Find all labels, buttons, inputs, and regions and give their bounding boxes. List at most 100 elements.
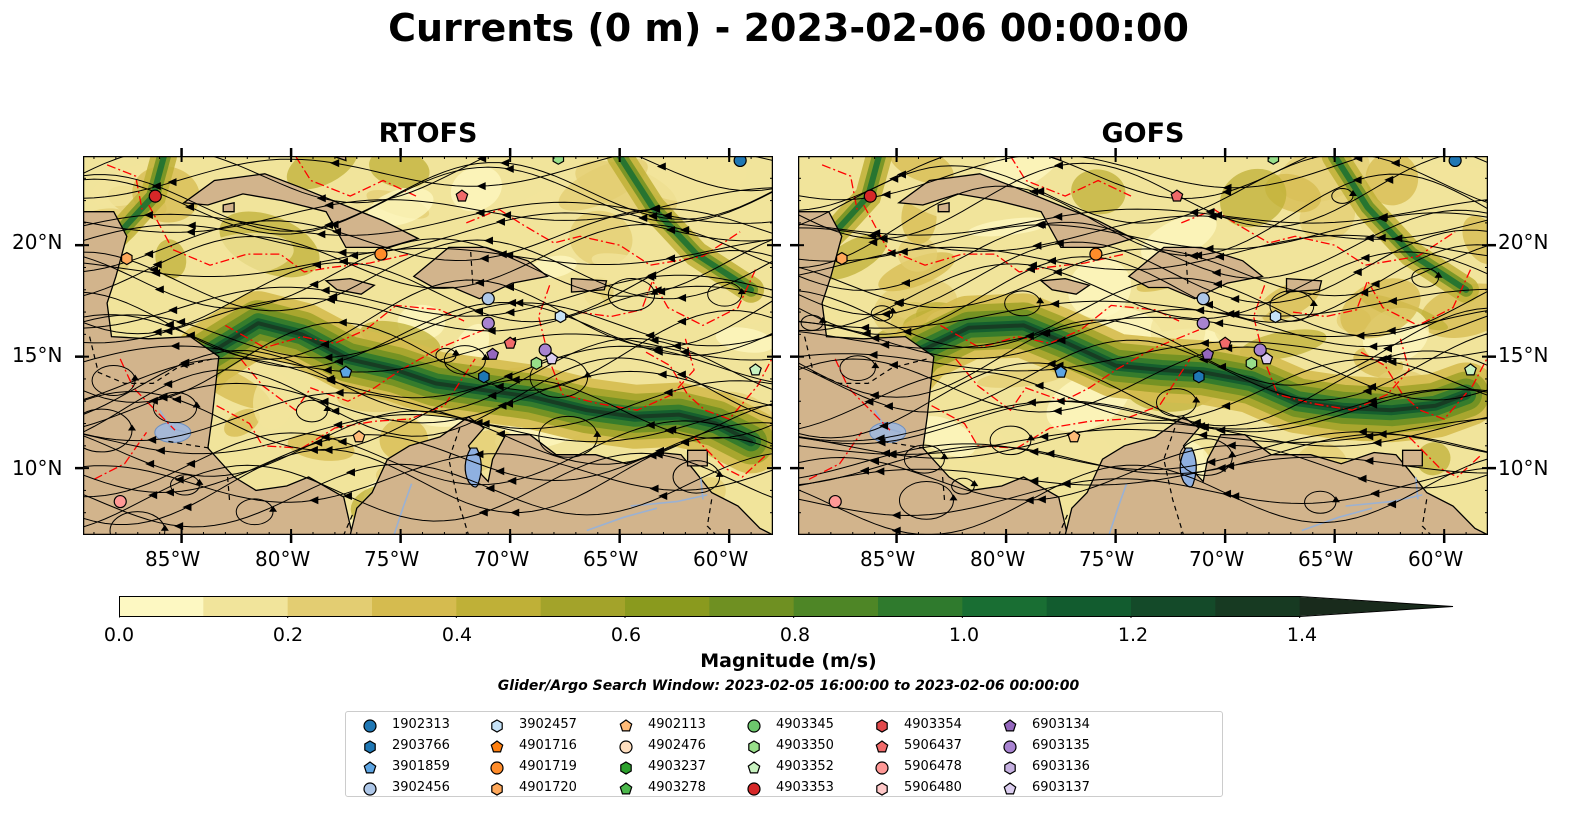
eddy-streamline [435,347,457,363]
legend-marker [747,782,761,796]
streamline-arrow [1036,220,1046,229]
streamline-arrow [1228,451,1237,458]
legend-marker [747,719,761,733]
streamline-arrow [1230,310,1240,319]
eez-boundary [216,358,476,449]
streamline-arrow [478,508,488,517]
streamline [798,229,1488,316]
pentagon-marker-icon [1003,782,1017,795]
lon-tick-label: 65°W [583,547,639,571]
legend-label: 4903345 [776,717,834,732]
legend-marker [748,740,760,754]
streamline-arrow [510,375,520,384]
lon-tick-label: 80°W [255,547,311,571]
float-marker [1260,352,1274,365]
streamline-arrow [151,182,161,191]
legend-marker [490,761,504,775]
streamline-arrow [505,283,515,292]
streamline-arrow [645,421,655,430]
legend-label: 6903136 [1032,759,1090,774]
float-marker [554,309,567,324]
streamline-arrow [319,340,329,349]
streamline-arrow [495,429,505,438]
streamline-arrow [1052,268,1062,277]
eez-boundary [294,156,417,197]
streamline-arrow [1192,396,1201,403]
streamline-arrow [483,236,493,245]
float-marker [538,343,552,357]
streamline [798,199,1488,236]
streamline-arrow [1199,423,1209,432]
legend-label: 6903134 [1032,717,1090,732]
streamline-arrow [1034,381,1044,390]
streamline-arrow [949,494,958,501]
lat-tick-label: 15°N [12,343,63,367]
colorbar-segment [962,597,1048,616]
streamline-arrow [1390,159,1400,168]
streamline-arrow [164,320,174,329]
streamline-arrow [1230,294,1240,303]
streamline-arrow [176,318,186,327]
float-marker [478,370,490,384]
pentagon-marker-icon [875,740,889,753]
eez-boundary [834,358,891,431]
current-band [1331,156,1470,293]
streamline-arrow [480,419,490,428]
circle-marker-icon [875,761,889,775]
float-marker [1196,316,1210,330]
streamline [798,244,1488,335]
colorbar-tick-label: 0.4 [441,624,473,646]
streamline-arrow [1036,297,1045,304]
legend-label: 4901719 [519,759,577,774]
streamline-arrow [1056,336,1066,345]
magnitude-contour [1220,168,1287,228]
colorbar-outline [119,596,1454,617]
panel-title-rtofs: RTOFS [378,118,478,149]
streamline-arrow [662,211,672,220]
streamline-arrow [324,221,334,230]
eez-boundary [1360,351,1488,420]
legend-label: 5906478 [904,759,962,774]
streamline-arrow [859,466,869,475]
legend-label: 1902313 [392,717,450,732]
streamline-arrow [891,511,901,520]
country-border [89,336,213,384]
streamline [83,156,773,199]
eez-boundary [240,329,485,412]
float-marker [1464,363,1477,376]
streamline-arrow [1309,299,1318,306]
streamline-arrow [679,347,689,356]
streamline-arrow [1054,239,1064,248]
streamline [798,173,1488,269]
streamline-arrow [148,491,158,500]
legend-label: 4903352 [776,759,834,774]
streamline-arrow [1026,434,1035,441]
colorbar-tick-label: 1.4 [1286,624,1318,646]
circle-marker-icon [747,719,761,733]
streamline-arrow [477,156,487,163]
streamline-arrow [334,357,344,366]
map-frame [798,156,1488,535]
colorbar-segment [878,597,963,616]
streamline-arrow [1036,495,1046,504]
streamline-arrow [1035,187,1045,196]
streamline-arrow [878,234,888,243]
float-marker [339,365,353,378]
streamline-arrow [338,257,348,266]
streamline-arrow [323,353,333,362]
streamline-arrow [342,492,352,501]
circle-marker-icon [1003,740,1017,754]
lat-tick-label: 20°N [12,230,63,254]
colorbar [118,596,1454,622]
eddy-streamline [109,511,166,535]
streamline-arrow [147,435,157,444]
streamline-arrow [1359,288,1369,297]
streamline-arrow [144,250,154,259]
colorbar-extend-arrow [1299,597,1453,616]
legend-marker [1003,719,1017,732]
streamline-arrow [653,347,663,356]
streamline-arrow [495,217,505,226]
streamline [798,431,1488,479]
legend-label: 2903766 [392,738,450,753]
